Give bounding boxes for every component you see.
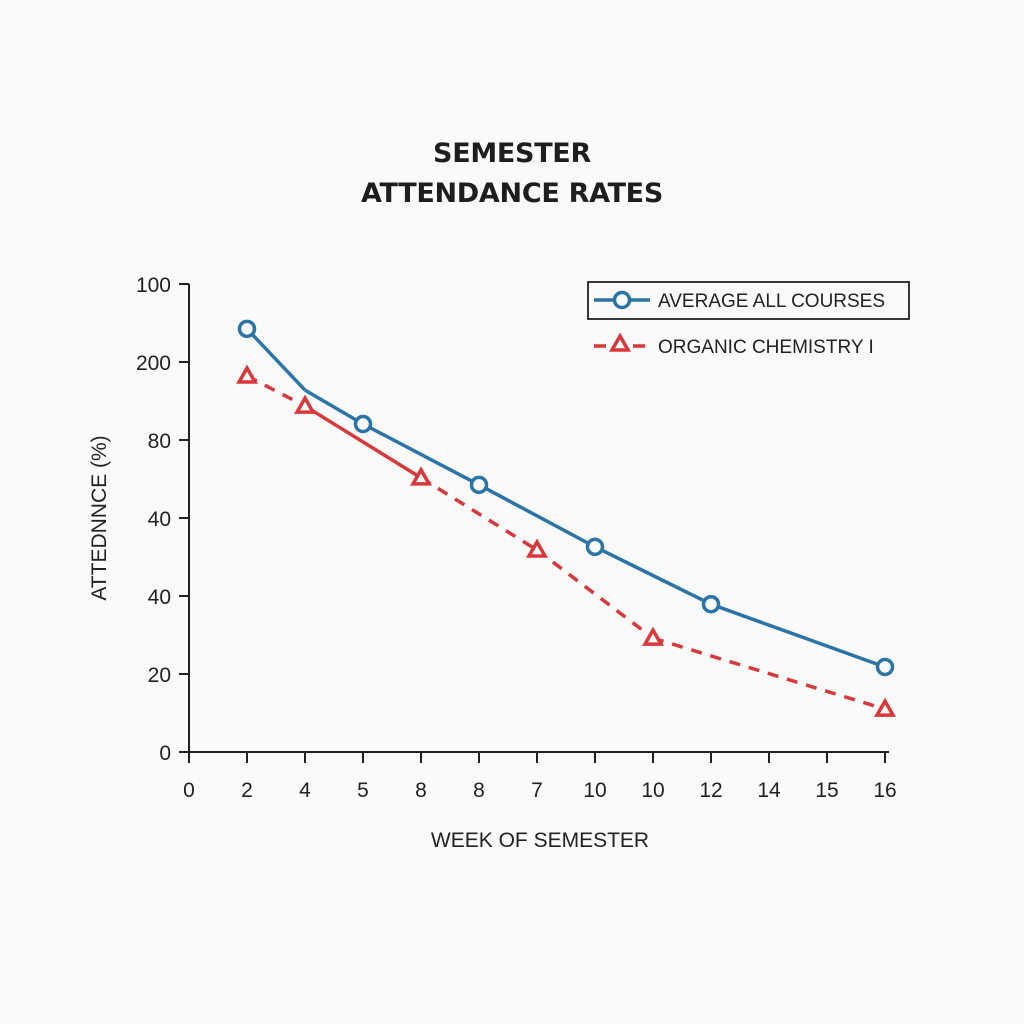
y-tick-label: 20 <box>148 664 171 687</box>
x-axis-title: WEEK OF SEMESTER <box>431 829 649 852</box>
x-tick-label: 12 <box>699 779 722 802</box>
x-tick-label: 8 <box>415 779 427 802</box>
legend-series-1-label: AVERAGE ALL COURSES <box>658 291 885 312</box>
x-tick-label: 10 <box>583 779 606 802</box>
y-axis-title: ATTEDNNCE (%) <box>88 435 111 600</box>
x-tick-label: 8 <box>473 779 485 802</box>
legend-series-2-label: ORGANIC CHEMISTRY I <box>658 337 874 358</box>
x-tick-label: 16 <box>873 779 896 802</box>
chart-title-line-2: ATTENDANCE RATES <box>361 178 663 209</box>
x-tick-label: 2 <box>241 779 253 802</box>
y-tick-label: 80 <box>148 430 171 453</box>
series-markers <box>235 319 897 717</box>
series-1-point <box>585 537 605 557</box>
y-tick-label: 40 <box>148 508 171 531</box>
x-tick-label: 10 <box>641 779 664 802</box>
y-tick-label: 100 <box>136 274 171 297</box>
series-1-segment <box>362 422 480 487</box>
series-1-segment <box>245 327 307 392</box>
chart-title: SEMESTER ATTENDANCE RATES <box>0 134 1024 214</box>
series-2-point <box>525 538 549 558</box>
series-2-point <box>235 364 259 384</box>
x-tick-label: 15 <box>815 779 838 802</box>
series-lines <box>245 327 886 711</box>
series-1-point <box>875 657 895 677</box>
y-tick-label: 200 <box>136 352 171 375</box>
series-1-segment <box>304 388 364 426</box>
series-2-segment <box>304 404 422 480</box>
legend-series-2-marker <box>608 332 632 352</box>
legend-box <box>587 281 910 320</box>
series-2-segment <box>246 374 306 408</box>
y-tick-label: 0 <box>159 742 171 765</box>
series-1-point <box>353 414 373 434</box>
series-2-point <box>873 697 897 717</box>
x-tick-label: 0 <box>183 779 195 802</box>
series-1-point <box>237 319 257 339</box>
series-1-segment <box>478 483 596 549</box>
series-2-segment <box>535 548 655 640</box>
x-tick-label: 5 <box>357 779 369 802</box>
chart-title-line-1: SEMESTER <box>433 138 591 169</box>
series-2-point <box>293 394 317 414</box>
series-1-point <box>469 475 489 495</box>
legend-series-1-marker <box>612 290 632 310</box>
legend: AVERAGE ALL COURSES ORGANIC CHEMISTRY I <box>587 281 910 358</box>
series-1-segment <box>594 545 712 606</box>
x-tick-label: 14 <box>757 779 781 802</box>
y-tick-label: 40 <box>148 586 171 609</box>
x-tick-label: 4 <box>299 779 311 802</box>
x-tick-label: 7 <box>531 779 543 802</box>
series-2-point <box>409 466 433 486</box>
series-1-segment <box>710 602 886 669</box>
series-2-segment <box>652 636 886 711</box>
series-1-point <box>701 594 721 614</box>
series-2-point <box>641 626 665 646</box>
axes: 0 20 40 40 80 200 100 0 2 4 5 8 8 7 10 10 12 14 15 16 <box>136 274 897 802</box>
series-2-segment <box>420 476 538 552</box>
